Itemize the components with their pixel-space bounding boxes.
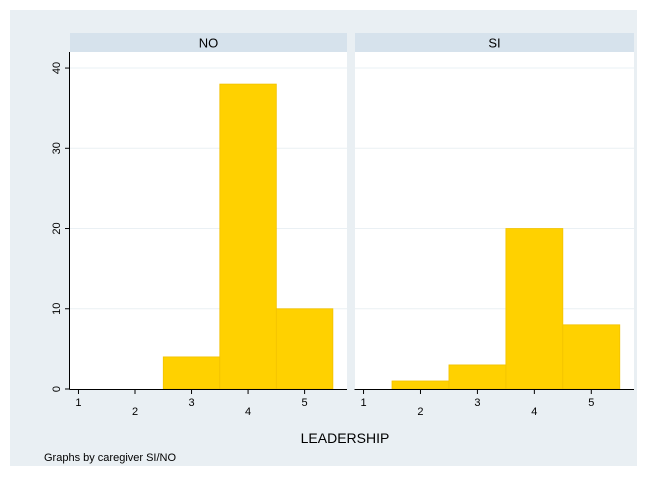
x-tick-label: 2 [132, 406, 138, 418]
y-tick-label: 0 [51, 386, 63, 392]
panel-strip-label: SI [488, 36, 500, 51]
histogram-bar [391, 380, 450, 390]
panel-si: SI 1 2 3 4 5 [354, 33, 634, 418]
histogram-bar [219, 83, 277, 390]
panel-strip-label: NO [199, 36, 219, 51]
histogram-bar [275, 308, 334, 390]
histogram-bar [505, 228, 564, 390]
y-tick-label: 10 [51, 303, 63, 315]
panel-strip [355, 33, 634, 52]
x-tick-label: 3 [188, 397, 194, 409]
x-tick-label: 5 [588, 397, 594, 409]
histogram-bar [562, 324, 621, 390]
histogram-bar [448, 364, 507, 390]
y-tick-label: 30 [51, 142, 63, 154]
panel-strip [70, 33, 347, 52]
x-tick-label: 5 [302, 397, 308, 409]
x-tick-label: 1 [360, 397, 366, 409]
x-axis-label: LEADERSHIP [301, 430, 390, 446]
graphs-by-note: Graphs by caregiver SI/NO [44, 452, 176, 464]
x-tick-label: 2 [417, 406, 423, 418]
x-tick-label: 4 [245, 406, 251, 418]
x-tick-label: 3 [474, 397, 480, 409]
y-tick-label: 20 [51, 222, 63, 234]
y-tick-label: 40 [51, 62, 63, 74]
panel-no: NO 1 2 3 4 5 0 10 20 30 40 [51, 33, 347, 418]
panels: NO 1 2 3 4 5 0 10 20 30 40 SI 1 2 3 4 5 [51, 33, 634, 418]
x-tick-label: 4 [531, 406, 537, 418]
histogram-bar [162, 356, 221, 390]
x-tick-label: 1 [75, 397, 81, 409]
